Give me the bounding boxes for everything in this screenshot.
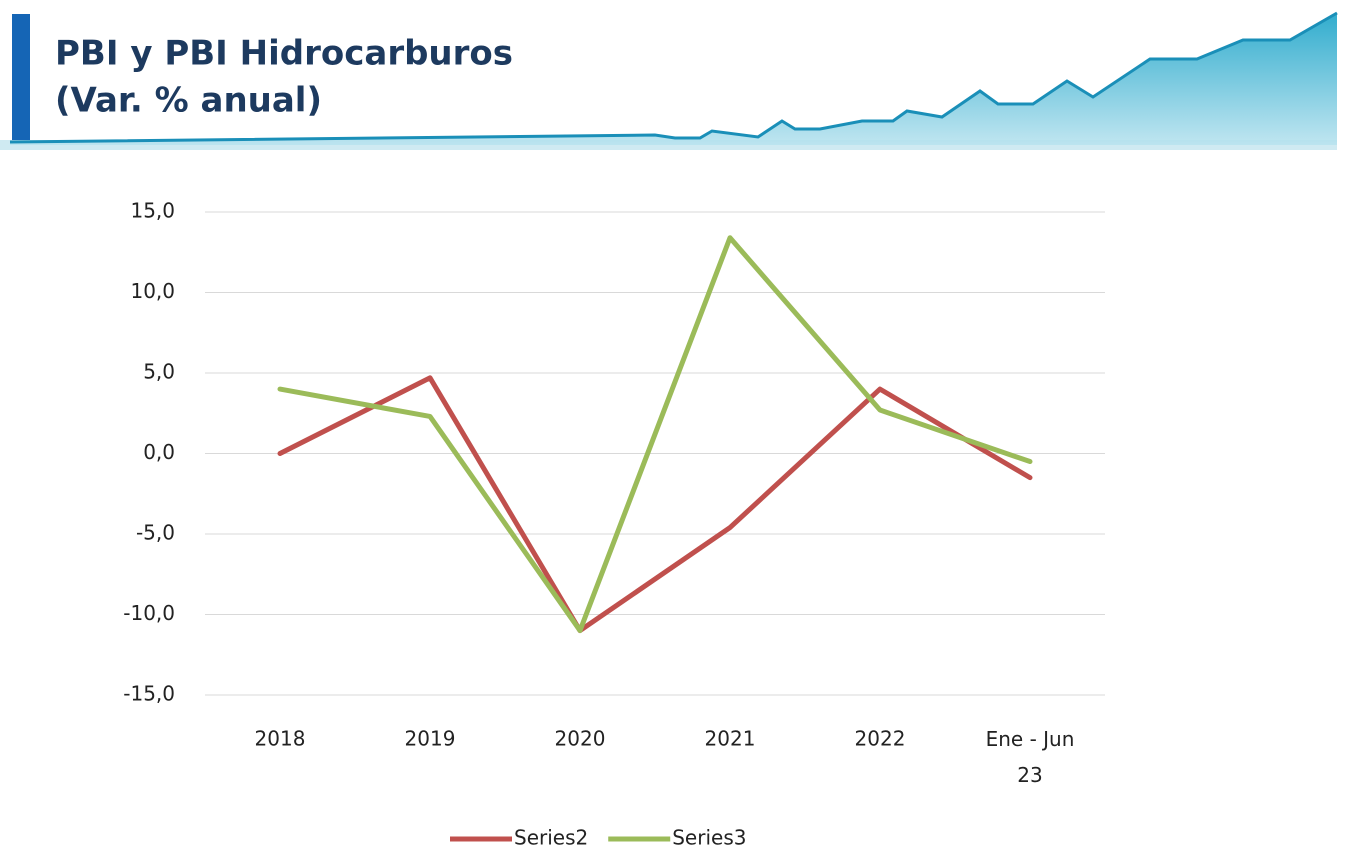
y-tick-label: -10,0	[123, 601, 175, 625]
series-line	[280, 238, 1030, 631]
x-tick-label: 2019	[405, 727, 456, 751]
legend-label: Series2	[514, 826, 588, 850]
legend-label: Series3	[672, 826, 746, 850]
x-tick-label: 2021	[705, 727, 756, 751]
x-tick-label: 2018	[255, 727, 306, 751]
y-tick-label: 5,0	[143, 360, 175, 384]
y-tick-label: 15,0	[130, 199, 175, 223]
y-tick-label: -5,0	[136, 521, 175, 545]
y-tick-label: 0,0	[143, 440, 175, 464]
y-tick-label: 10,0	[130, 279, 175, 303]
chart-title: PBI y PBI Hidrocarburos	[55, 34, 513, 74]
chart-subtitle: (Var. % anual)	[55, 81, 322, 121]
x-tick-label: 2020	[555, 727, 606, 751]
chart: PBI y PBI Hidrocarburos (Var. % anual) S…	[0, 0, 1347, 854]
legend: Series2 Series3	[450, 826, 746, 850]
x-tick-label: 2022	[855, 727, 906, 751]
series-line	[280, 378, 1030, 631]
y-tick-label: -15,0	[123, 682, 175, 706]
